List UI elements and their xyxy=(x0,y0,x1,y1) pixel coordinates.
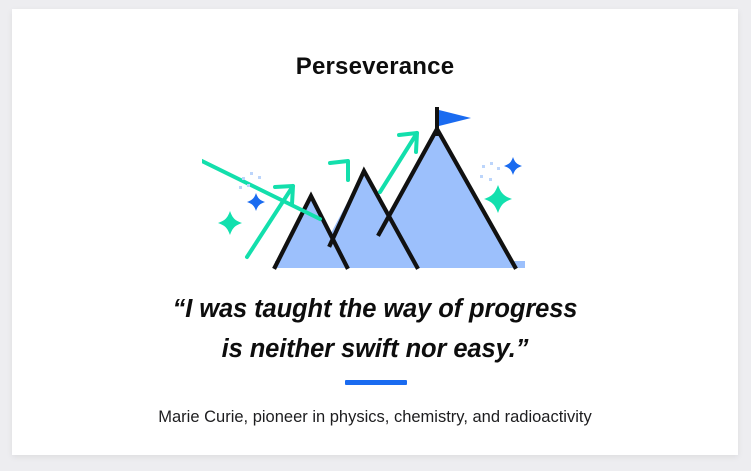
flag-pennant xyxy=(439,110,471,126)
arrow-2 xyxy=(200,159,350,221)
quote-text: “I was taught the way of progress is nei… xyxy=(12,289,738,369)
divider xyxy=(345,380,407,385)
mountain-base-band xyxy=(275,261,525,268)
quote-attribution: Marie Curie, pioneer in physics, chemist… xyxy=(158,408,592,426)
mountains-with-flag-illustration xyxy=(200,97,552,282)
sparkle-teal-icon xyxy=(484,185,512,213)
sparkle-dots-left xyxy=(239,172,261,189)
mountain-medium-outline xyxy=(327,166,420,270)
quote-line-2: is neither swift nor easy.” xyxy=(221,335,529,363)
sparkle-teal-icon xyxy=(218,211,242,235)
sparkle-left-group xyxy=(218,172,265,235)
arrow-3 xyxy=(378,131,419,194)
mountain-small-outline xyxy=(272,191,350,270)
page-title: Perseverance xyxy=(295,53,455,80)
sparkle-dots-right xyxy=(480,162,500,181)
sparkle-blue-icon xyxy=(247,193,265,211)
progress-arrows xyxy=(200,131,419,259)
quote-line-1: “I was taught the way of progress xyxy=(172,295,578,323)
sparkle-blue-icon xyxy=(504,157,522,175)
sparkle-right-group xyxy=(480,157,522,213)
summit-flag xyxy=(435,107,471,136)
arrow-1 xyxy=(245,184,295,259)
quote-card: Perseverance xyxy=(12,9,738,455)
